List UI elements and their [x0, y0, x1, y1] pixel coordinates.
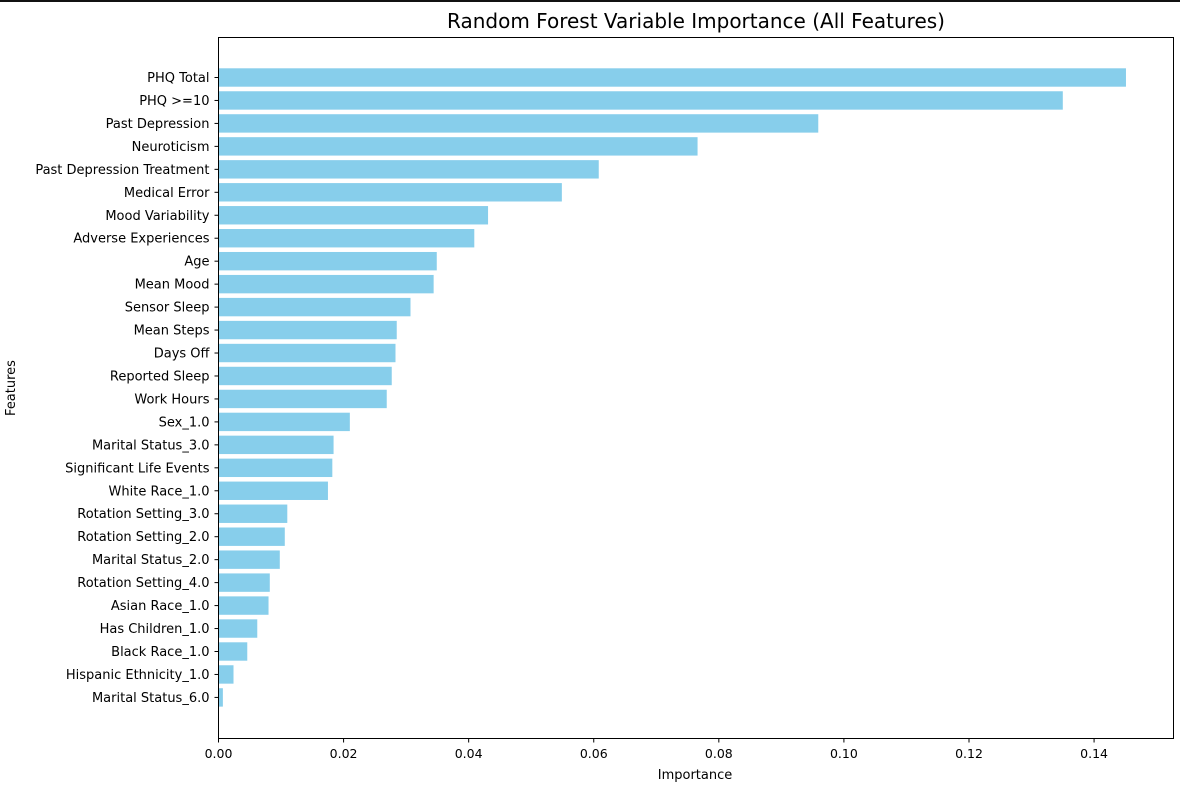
bar	[218, 229, 475, 248]
bar	[218, 343, 396, 363]
y-tick-label: Rotation Setting_4.0	[77, 576, 209, 591]
bar	[218, 389, 387, 409]
bar	[218, 435, 334, 455]
x-axis: 0.00 0.02 0.04 0.06 0.08 0.10 0.12 0.14	[205, 738, 1108, 761]
bar	[218, 504, 288, 523]
bar	[218, 320, 397, 340]
y-axis-label: Features	[4, 360, 19, 416]
bar	[218, 619, 258, 638]
y-tick-label: Mood Variability	[105, 209, 209, 224]
x-tick-label: 0.00	[205, 746, 233, 761]
y-tick-label: Significant Life Events	[65, 461, 210, 476]
bar	[218, 573, 270, 592]
x-tick-label: 0.06	[580, 746, 608, 761]
y-tick-label: Reported Sleep	[110, 369, 210, 384]
x-tick-label: 0.14	[1080, 746, 1108, 761]
y-tick-label: Black Race_1.0	[111, 645, 209, 660]
y-tick-label: PHQ >=10	[139, 94, 209, 109]
y-tick-label: Past Depression	[106, 117, 210, 132]
y-tick-label: Marital Status_6.0	[92, 691, 210, 706]
y-tick-label: Past Depression Treatment	[35, 163, 209, 178]
bar	[218, 137, 698, 156]
y-tick-label: Mean Mood	[135, 278, 210, 293]
bar	[218, 183, 562, 202]
y-tick-label: Marital Status_3.0	[92, 438, 210, 453]
x-tick-label: 0.12	[955, 746, 983, 761]
y-tick-label: Age	[184, 255, 209, 270]
bar	[218, 366, 392, 386]
bar	[218, 412, 350, 432]
bar	[218, 596, 269, 615]
bar	[218, 274, 434, 294]
y-tick-label: PHQ Total	[147, 71, 209, 86]
y-tick-label: Adverse Experiences	[73, 232, 209, 247]
y-axis: PHQ Total PHQ >=10 Past Depression Neurotic…	[35, 71, 219, 706]
y-tick-label: Mean Steps	[134, 324, 210, 339]
y-tick-label: Has Children_1.0	[100, 622, 210, 637]
y-tick-label: Rotation Setting_3.0	[77, 507, 209, 522]
bar	[218, 527, 285, 546]
bar	[218, 160, 599, 179]
y-tick-label: Sex_1.0	[159, 415, 210, 430]
bar	[218, 642, 248, 661]
y-tick-label: Hispanic Ethnicity_1.0	[66, 668, 210, 683]
y-tick-label: Work Hours	[134, 392, 209, 407]
bars-group	[218, 68, 1126, 707]
y-tick-label: Marital Status_2.0	[92, 553, 210, 568]
bar	[218, 550, 280, 569]
y-tick-label: Asian Race_1.0	[111, 599, 210, 614]
x-tick-label: 0.04	[455, 746, 483, 761]
bar	[218, 665, 234, 684]
y-tick-label: Rotation Setting_2.0	[77, 530, 209, 545]
bar	[218, 481, 328, 500]
y-tick-label: Medical Error	[124, 186, 210, 201]
y-tick-label: Neuroticism	[132, 140, 210, 155]
bar	[218, 297, 411, 317]
plot-frame	[218, 37, 1174, 739]
bar	[218, 458, 333, 478]
bar	[218, 114, 819, 133]
x-tick-label: 0.02	[330, 746, 358, 761]
bar	[218, 91, 1063, 110]
top-rule	[0, 0, 1180, 2]
x-axis-label: Importance	[658, 768, 733, 783]
y-tick-label: Sensor Sleep	[125, 301, 210, 316]
x-tick-label: 0.10	[830, 746, 858, 761]
bar	[218, 251, 437, 271]
x-tick-label: 0.08	[705, 746, 733, 761]
bar	[218, 68, 1126, 87]
y-tick-label: White Race_1.0	[109, 484, 210, 499]
bar	[218, 206, 489, 225]
bar	[218, 688, 223, 707]
chart-title: Random Forest Variable Importance (All F…	[447, 9, 945, 33]
y-tick-label: Days Off	[154, 347, 211, 362]
